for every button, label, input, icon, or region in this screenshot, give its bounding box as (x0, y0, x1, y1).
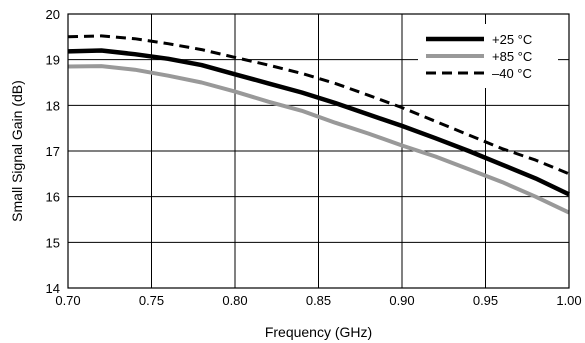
x-tick-labels: 0.70 0.75 0.80 0.85 0.90 0.95 1.00 (55, 293, 581, 308)
legend-label-2: –40 °C (492, 66, 532, 81)
series-line-2 (67, 34, 570, 176)
y-tick-label: 16 (46, 190, 60, 205)
y-tick-label: 19 (46, 53, 60, 68)
x-tick-label: 0.70 (55, 293, 80, 308)
y-tick-labels: 14 15 16 17 18 19 20 (46, 7, 60, 296)
x-tick-label: 0.80 (222, 293, 247, 308)
y-tick-label: 20 (46, 7, 60, 22)
y-axis-label: Small Signal Gain (dB) (9, 80, 25, 222)
x-tick-label: 0.85 (306, 293, 331, 308)
y-tick-label: 17 (46, 144, 60, 159)
series-line-0 (67, 48, 570, 197)
legend-label-0: +25 °C (492, 32, 532, 47)
series-group (67, 34, 570, 215)
x-axis-label: Frequency (GHz) (265, 324, 372, 340)
y-tick-label: 14 (46, 281, 60, 296)
x-tick-label: 0.95 (473, 293, 498, 308)
legend-label-1: +85 °C (492, 49, 532, 64)
legend: +25 °C +85 °C –40 °C (418, 24, 558, 88)
x-tick-label: 1.00 (556, 293, 581, 308)
x-tick-label: 0.90 (389, 293, 414, 308)
y-tick-label: 15 (46, 235, 60, 250)
y-tick-label: 18 (46, 98, 60, 113)
plot-frame (67, 13, 570, 289)
x-tick-label: 0.75 (139, 293, 164, 308)
series-line-1 (67, 64, 570, 215)
